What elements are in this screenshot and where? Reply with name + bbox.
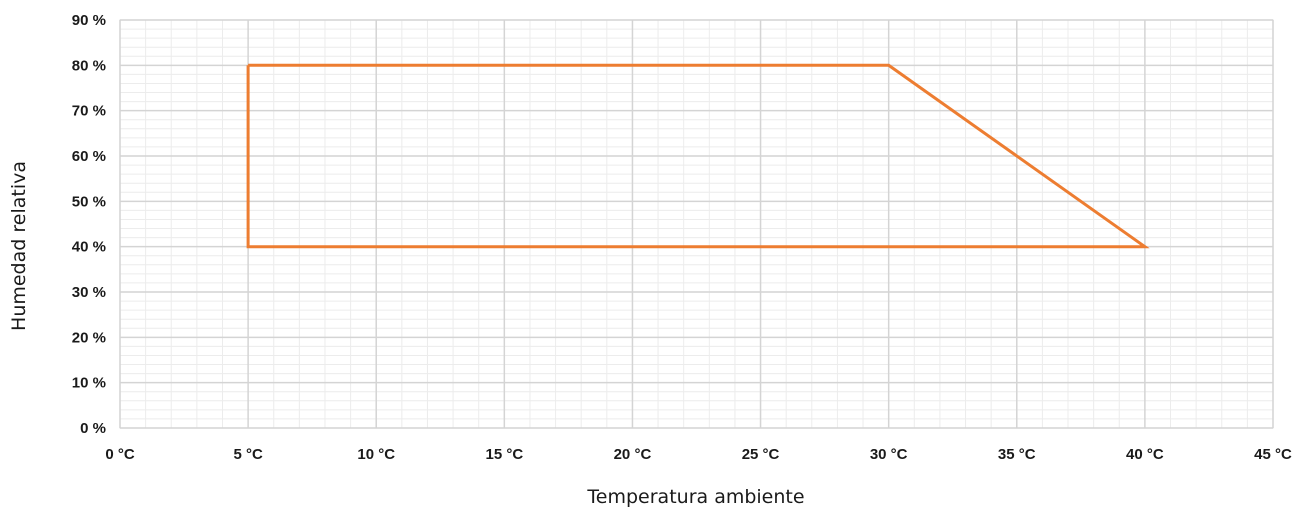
x-axis-title: Temperatura ambiente bbox=[586, 486, 804, 508]
y-tick-labels: 0 % 10 % 20 % 30 % 40 % 50 % 60 % 70 % 80 % 90 % bbox=[72, 12, 106, 437]
x-tick-label: 40 °C bbox=[1126, 446, 1164, 463]
y-tick-label: 30 % bbox=[72, 284, 106, 301]
x-tick-label: 30 °C bbox=[870, 446, 908, 463]
minor-grid bbox=[120, 20, 1273, 428]
x-tick-label: 25 °C bbox=[742, 446, 780, 463]
x-tick-label: 35 °C bbox=[998, 446, 1036, 463]
y-tick-label: 70 % bbox=[72, 103, 106, 120]
x-tick-label: 0 °C bbox=[105, 446, 135, 463]
series-line-0 bbox=[246, 63, 1150, 249]
x-tick-label: 10 °C bbox=[357, 446, 395, 463]
plot-area bbox=[119, 19, 1274, 429]
x-tick-label: 45 °C bbox=[1254, 446, 1292, 463]
x-tick-label: 5 °C bbox=[233, 446, 263, 463]
y-tick-label: 10 % bbox=[72, 375, 106, 392]
y-axis-title: Humedad relativa bbox=[8, 161, 30, 331]
y-tick-label: 40 % bbox=[72, 239, 106, 256]
x-tick-labels: 0 °C 5 °C 10 °C 15 °C 20 °C 25 °C 30 °C 35 °C 40… bbox=[105, 446, 1292, 463]
y-tick-label: 0 % bbox=[80, 420, 106, 437]
y-tick-label: 80 % bbox=[72, 57, 106, 74]
y-tick-label: 90 % bbox=[72, 12, 106, 29]
y-tick-label: 20 % bbox=[72, 329, 106, 346]
x-tick-label: 15 °C bbox=[485, 446, 523, 463]
major-grid bbox=[119, 19, 1274, 429]
y-tick-label: 50 % bbox=[72, 193, 106, 210]
series-layer bbox=[246, 63, 1150, 249]
y-tick-label: 60 % bbox=[72, 148, 106, 165]
x-tick-label: 20 °C bbox=[614, 446, 652, 463]
